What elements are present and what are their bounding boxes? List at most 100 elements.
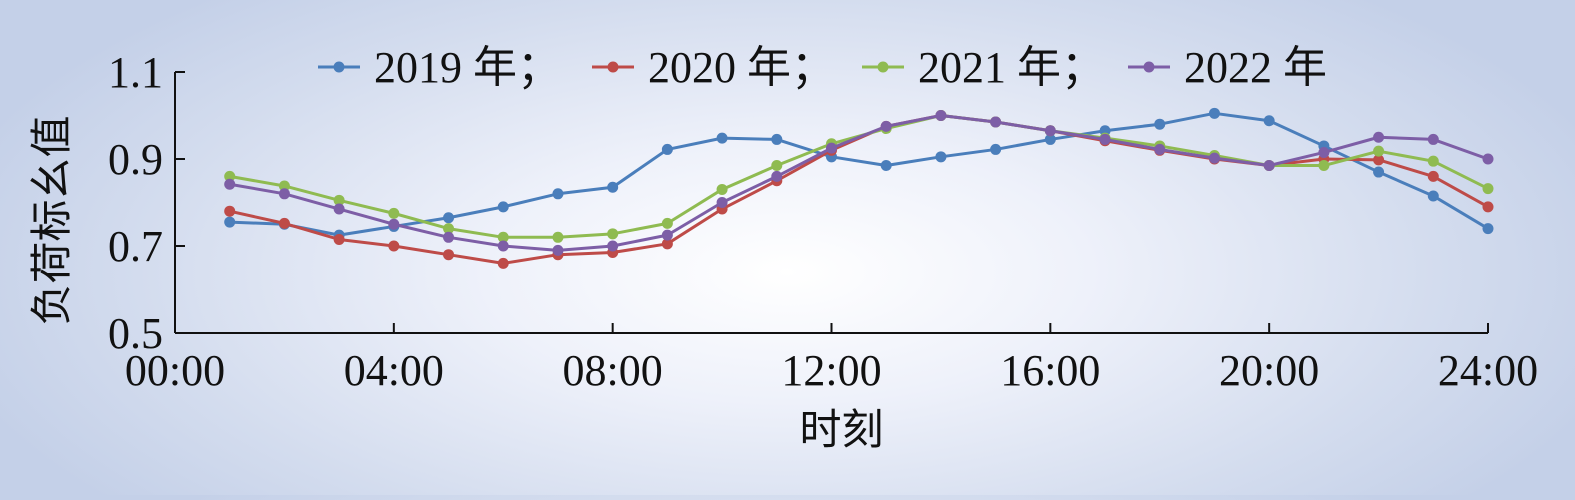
y-tick-label: 0.9 (108, 135, 163, 184)
data-point (607, 240, 619, 252)
legend-item-3: 2021 年； (862, 43, 1105, 92)
data-point (1318, 146, 1330, 158)
data-point (388, 207, 400, 219)
x-tick-label: 08:00 (563, 346, 663, 395)
legend-marker (877, 61, 889, 73)
data-point (552, 244, 564, 256)
data-point (826, 142, 837, 154)
data-point (1373, 166, 1385, 178)
data-point (224, 216, 236, 228)
data-point (1482, 183, 1494, 195)
data-point (771, 160, 783, 172)
legend-marker (333, 61, 345, 73)
data-point (1154, 143, 1166, 155)
data-point (388, 240, 400, 252)
data-point (716, 132, 728, 144)
series-4 (224, 110, 1494, 256)
legend: 2019 年； 2020 年； 2021 年； 2022 年 (318, 43, 1327, 92)
x-tick-label: 00:00 (125, 346, 225, 395)
legend-item-1: 2019 年； (318, 43, 561, 92)
data-point (224, 178, 236, 190)
legend-label: 2020 年； (648, 43, 835, 92)
data-point (224, 205, 236, 217)
data-point (661, 238, 673, 250)
data-point (278, 188, 290, 200)
data-point (1373, 131, 1385, 143)
y-tick-label: 0.7 (108, 222, 163, 271)
data-point (1373, 154, 1385, 166)
data-point (443, 223, 455, 235)
data-point (443, 249, 455, 261)
data-point (333, 203, 345, 215)
x-tick-label: 20:00 (1219, 346, 1319, 395)
data-point (1263, 160, 1275, 172)
data-point (552, 188, 564, 200)
x-axis-title: 时刻 (799, 408, 883, 454)
data-point (661, 217, 673, 229)
data-point (990, 116, 1002, 128)
data-point (224, 170, 236, 182)
data-point (716, 197, 728, 208)
legend-marker (607, 61, 619, 73)
legend-item-2: 2020 年； (592, 43, 835, 92)
data-point (1427, 155, 1439, 167)
series-2 (224, 110, 1494, 269)
data-point (1482, 223, 1494, 235)
data-point (497, 231, 509, 243)
y-axis-title: 负荷标幺值 (30, 115, 76, 325)
y-tick-label: 0.5 (108, 309, 163, 358)
legend-label: 2019 年； (374, 43, 561, 92)
data-point (1427, 190, 1439, 202)
x-tick-label: 12:00 (781, 346, 881, 395)
series-line (229, 111, 1489, 237)
data-point (1318, 160, 1330, 172)
data-point (1208, 152, 1220, 164)
legend-item-4: 2022 年 (1128, 43, 1327, 92)
data-point (1044, 133, 1056, 145)
data-point (880, 160, 892, 172)
x-tick-label: 04:00 (344, 346, 444, 395)
data-point (443, 231, 455, 243)
data-point (1208, 107, 1220, 119)
data-point (607, 181, 619, 193)
data-point (278, 180, 290, 192)
data-point (497, 201, 509, 213)
data-point (1427, 133, 1439, 145)
axes: 00:00 04:00 08:00 12:00 16:00 20:00 24:00 0.5 0.… (108, 48, 1538, 395)
series-layer (224, 107, 1494, 269)
y-tick-label: 1.1 (108, 48, 163, 97)
data-point (771, 133, 783, 145)
data-point (607, 228, 619, 240)
data-point (497, 240, 509, 252)
data-point (333, 194, 345, 206)
data-point (990, 143, 1002, 155)
data-point (935, 110, 947, 121)
data-point (1482, 201, 1494, 213)
data-point (935, 151, 947, 163)
series-line (229, 114, 1489, 252)
data-point (661, 143, 673, 155)
data-point (1263, 115, 1275, 127)
legend-label: 2021 年； (918, 43, 1105, 92)
data-point (552, 231, 564, 243)
data-point (1373, 145, 1385, 157)
data-point (1427, 170, 1439, 182)
data-point (661, 229, 673, 241)
x-tick-label: 16:00 (1000, 346, 1100, 395)
data-point (497, 257, 509, 269)
x-tick-label: 24:00 (1438, 346, 1538, 395)
data-point (771, 170, 783, 182)
data-point (333, 233, 345, 245)
data-point (1154, 118, 1166, 130)
data-point (880, 120, 892, 132)
data-point (1099, 133, 1111, 145)
data-point (716, 183, 728, 195)
data-point (1044, 125, 1056, 137)
legend-marker (1143, 61, 1155, 73)
data-point (388, 218, 400, 230)
data-point (443, 212, 455, 224)
legend-label: 2022 年 (1184, 43, 1327, 92)
data-point (1482, 153, 1494, 165)
